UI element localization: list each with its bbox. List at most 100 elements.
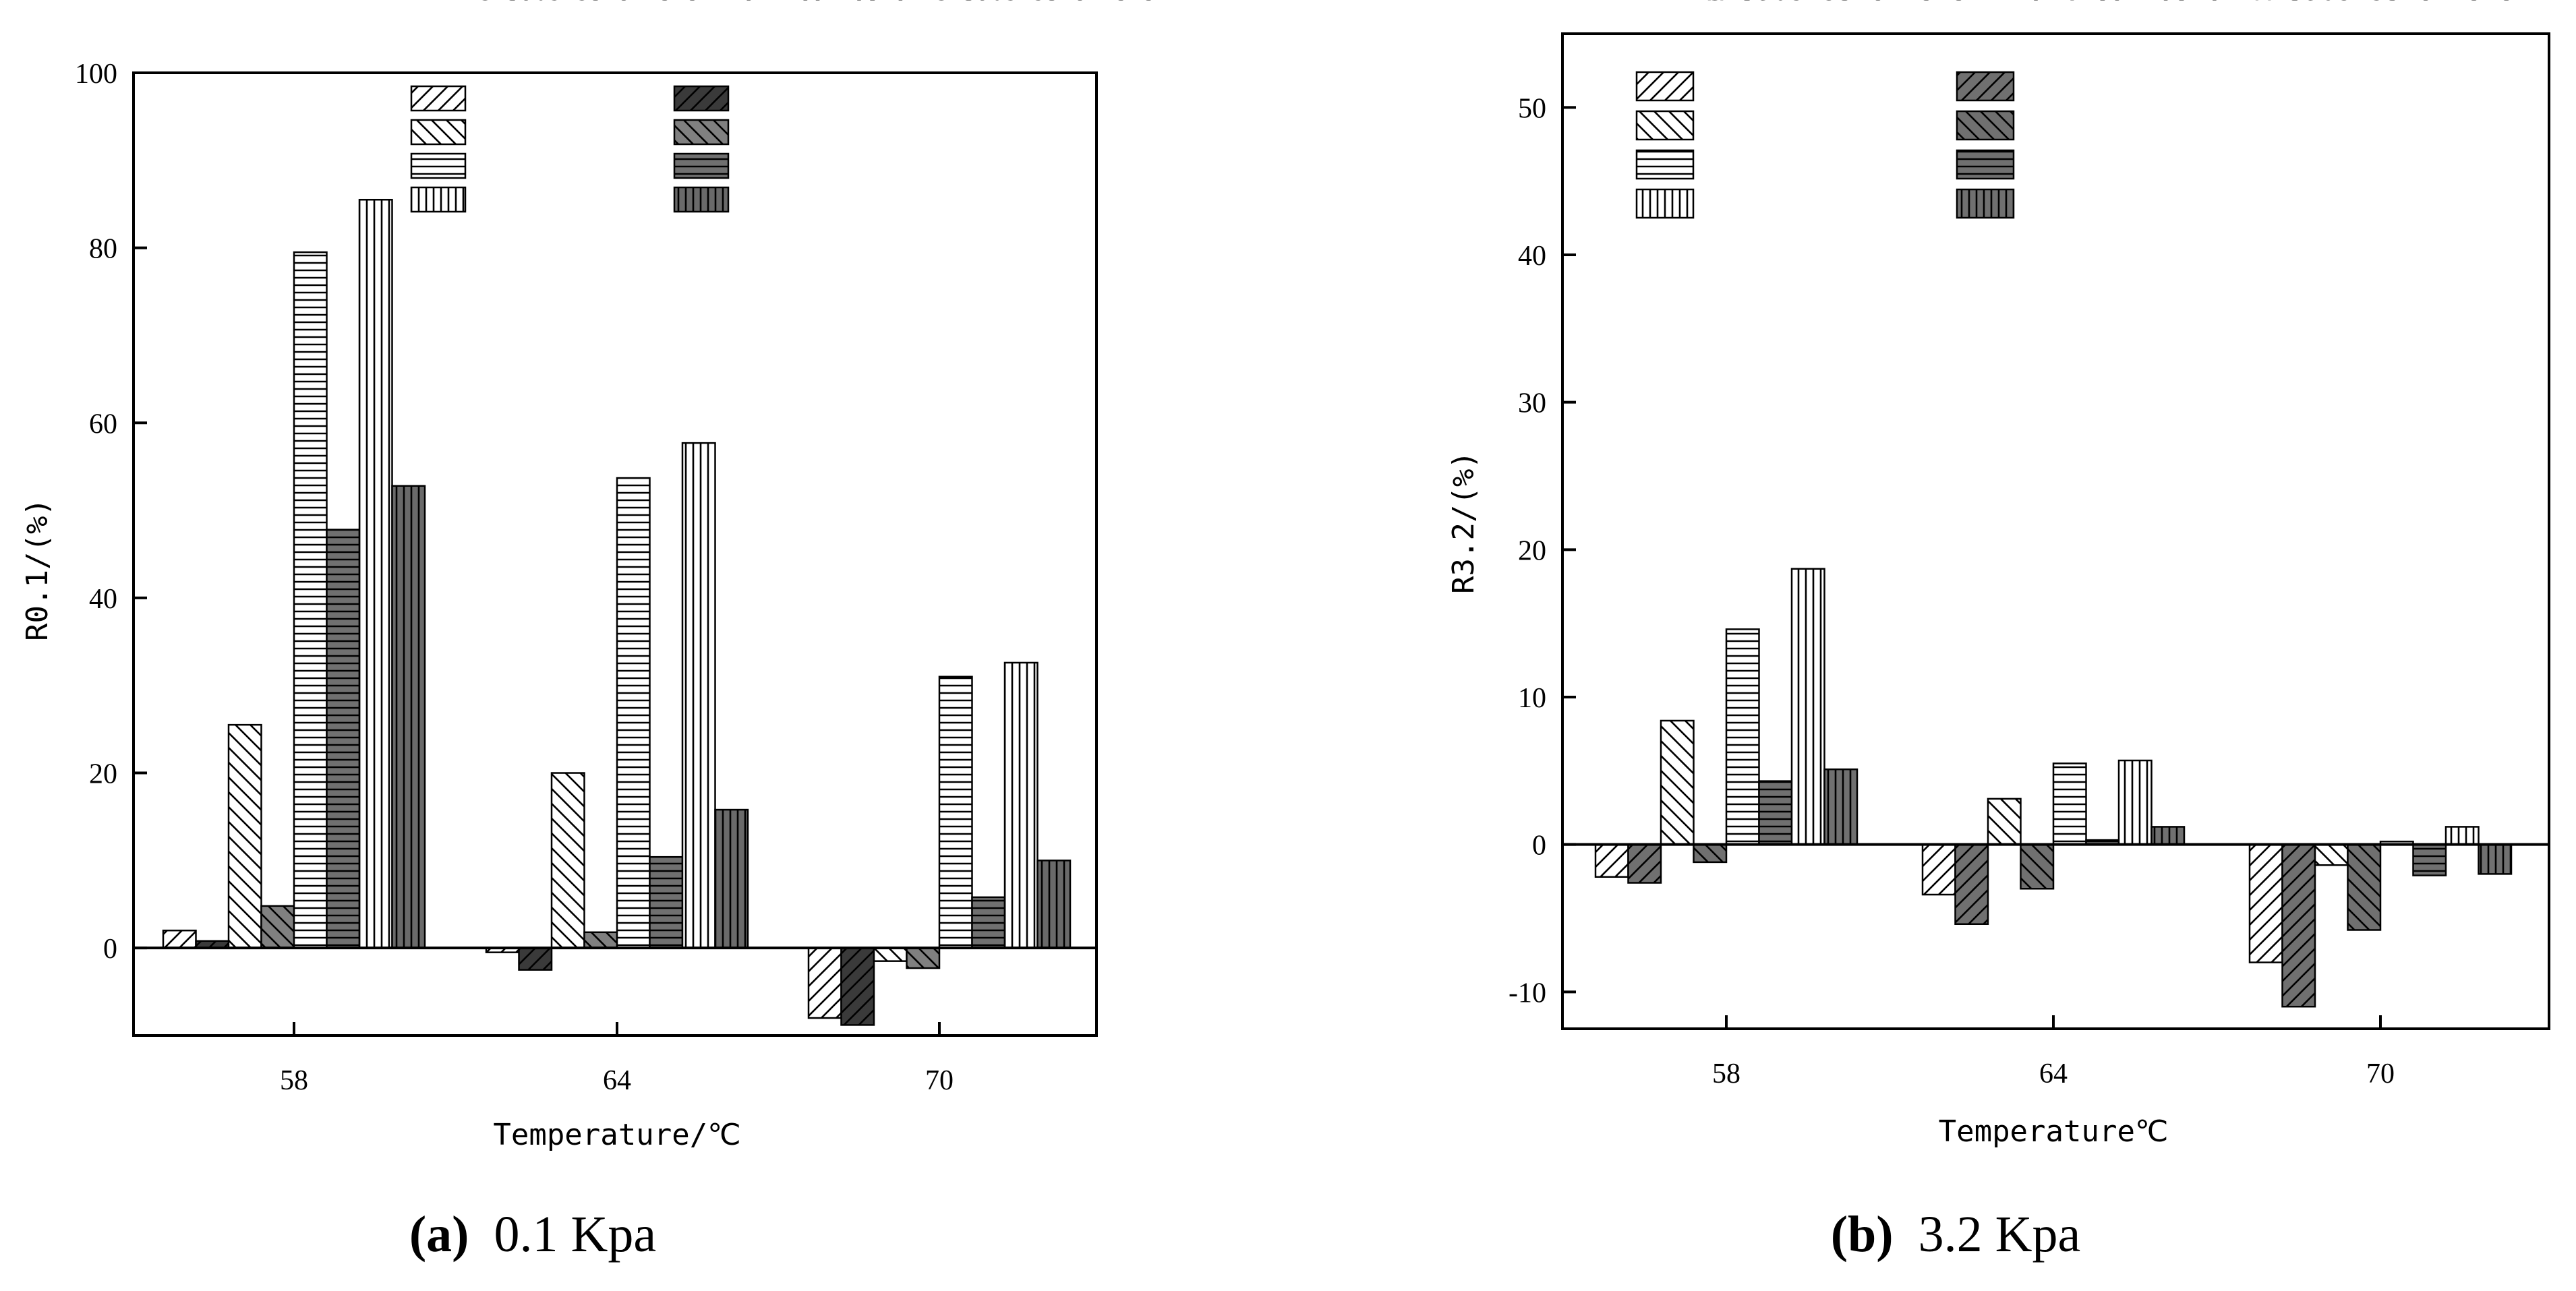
bar-oil-corrosion-3-3-er-3-8-sbs-58 [391, 485, 426, 949]
caption-a: (a) 0.1 Kpa [409, 1206, 656, 1263]
legend-swatch [1956, 71, 2015, 102]
legend-label: 3.3% ER+3.8% SBS [479, 0, 700, 6]
legend-label: oil corrosion 4.5% SBS [2028, 0, 2385, 7]
bar-1-3-er-3-8-sbs-64 [616, 477, 651, 949]
y-tick-label: 80 [89, 234, 117, 265]
legend-swatch [410, 152, 467, 179]
bar-4-5-sbs-58 [1660, 719, 1695, 845]
bar-4-5-sbs-70 [2314, 843, 2349, 866]
bar-oil-corrosion-ah-90-64 [518, 947, 553, 971]
y-axis-title: R3.2/(%) [1446, 451, 1481, 594]
legend-item-4-5-sbs: 4.5% SBS [1635, 0, 1838, 141]
legend-item-1-3-er-3-8-sbs: 1.3% ER+3.8% SBS [1635, 0, 1967, 180]
bar-oil-corrosion-ah-90-64 [1954, 843, 1989, 925]
bar-1-3-er-3-8-sbs-58 [1725, 628, 1760, 845]
bar-oil-corrosion-4-5-sbs-70 [2347, 843, 2382, 931]
legend-swatch [1956, 110, 2015, 141]
legend-label: 1.3% ER+3.8% SBS [479, 0, 700, 6]
legend-swatch [410, 119, 467, 146]
legend-item-3-3-er-3-8-sbs: 3.3% ER+3.8% SBS [1635, 0, 1967, 219]
legend-label: oil corrosion 1.3% ER+3.8% SBS [742, 0, 1156, 6]
bar-oil-corrosion-1-3-er-3-8-sbs-58 [326, 529, 361, 949]
legend-swatch [673, 186, 730, 213]
legend-label: oil corrosion 1.3% ER+3.8% SBS [2028, 0, 2515, 7]
legend-item-oil-corrosion-1-3-er-3-8-sbs: oil corrosion 1.3% ER+3.8% SBS [1956, 0, 2515, 180]
bar-ah-90-58 [162, 929, 197, 949]
legend-item-ah-90: AH-90 [410, 0, 548, 112]
caption-b: (b) 3.2 Kpa [1831, 1206, 2081, 1263]
chart-panel-a: 0 20 40 60 80 100 58 64 70 Temperature/℃ R0.1/(%) A… [20, 0, 1156, 1152]
bar-3-3-er-3-8-sbs-70 [2445, 826, 2480, 845]
y-tick-label: 40 [89, 584, 117, 615]
legend-label: oil corrosion 3.3% ER+3.8% SBS [742, 0, 1156, 6]
y-tick-label: 40 [1518, 241, 1546, 272]
bar-oil-corrosion-1-3-er-3-8-sbs-64 [2150, 826, 2186, 845]
legend-swatch [1956, 149, 2015, 180]
caption-b-text: 3.2 Kpa [1919, 1206, 2081, 1263]
x-tick-label: 64 [2039, 1058, 2068, 1089]
x-tick-label: 58 [1712, 1058, 1740, 1089]
bar-oil-corrosion-1-3-er-3-8-sbs-64 [649, 855, 684, 949]
bar-oil-corrosion-ah-90-58 [1627, 843, 1662, 884]
legend-swatch [1635, 149, 1695, 180]
caption-b-letter: (b) [1831, 1206, 1894, 1263]
bar-oil-corrosion-4-5-sbs-58 [1693, 843, 1728, 864]
y-tick-label: -10 [1509, 978, 1546, 1009]
legend-swatch [1635, 188, 1695, 219]
bar-oil-corrosion-1-3-er-3-8-sbs-70 [2478, 843, 2513, 875]
legend-item-oil-corrosion-4-5-sbs: oil corrosion 4.5% SBS [1956, 0, 2385, 141]
legend-swatch [673, 119, 730, 146]
y-tick-label: 100 [75, 59, 117, 90]
bar-3-3-er-3-8-sbs-58 [358, 198, 393, 949]
bar-oil-corrosion-4-5-sbs-70 [906, 947, 941, 969]
legend-swatch [673, 85, 730, 112]
bar-ah-90-70 [807, 947, 842, 1019]
legend-label: oil corrosion AH-90 [742, 0, 1004, 6]
bar-1-3-er-3-8-sbs-70 [938, 675, 973, 949]
legend-label: 1.3% ER+3.8% SBS [1707, 0, 1967, 7]
y-tick-label: 0 [1532, 831, 1546, 862]
x-tick-label: 70 [925, 1065, 954, 1096]
bar-oil-corrosion-4-5-sbs-64 [2020, 843, 2055, 890]
y-tick-label: 20 [89, 759, 117, 790]
bar-oil-corrosion-4-5-sbs-58 [260, 905, 295, 949]
y-tick-label: 50 [1518, 93, 1546, 124]
legend-item-1-3-er-3-8-sbs: 1.3% ER+3.8% SBS [410, 0, 700, 179]
legend-item-oil-corrosion-ah-90: oil corrosion AH-90 [673, 0, 1004, 112]
legend-label: 4.5% SBS [1707, 0, 1838, 7]
legend: AH-90 oil corrosion AH-90 4.5% SBS oil corr… [1635, 0, 2515, 219]
bar-3-3-er-3-8-sbs-70 [1003, 661, 1038, 949]
bar-ah-90-58 [1594, 843, 1629, 878]
bar-4-5-sbs-70 [873, 947, 908, 962]
caption-a-text: 0.1 Kpa [494, 1206, 657, 1263]
legend-label: oil corrosion 4.5% SBS [742, 0, 1045, 6]
legend-label: 4.5% SBS [479, 0, 589, 6]
x-axis-title: Temperature/℃ [493, 1118, 740, 1152]
bar-1-3-er-3-8-sbs-64 [2052, 762, 2087, 845]
bar-oil-corrosion-1-3-er-3-8-sbs-70 [2412, 843, 2447, 876]
legend-item-oil-corrosion-ah-90: oil corrosion AH-90 [1956, 0, 2337, 102]
legend-swatch [1635, 71, 1695, 102]
plot-frame [1561, 32, 2550, 1030]
bar-1-3-er-3-8-sbs-58 [293, 251, 328, 949]
legend-label: AH-90 [1707, 0, 1788, 7]
caption-a-letter: (a) [409, 1206, 469, 1263]
legend-item-oil-corrosion-4-5-sbs: oil corrosion 4.5% SBS [673, 0, 1045, 146]
bar-oil-corrosion-4-5-sbs-64 [583, 931, 618, 949]
y-tick-label: 30 [1518, 388, 1546, 419]
legend-item-ah-90: AH-90 [1635, 0, 1788, 102]
x-axis-title: Temperature℃ [1939, 1114, 2169, 1149]
legend-swatch [673, 152, 730, 179]
x-tick-label: 70 [2366, 1058, 2395, 1089]
bar-oil-corrosion-1-3-er-3-8-sbs-58 [1823, 768, 1858, 845]
legend-label: oil corrosion 1.3% ER+3.8% SBS [2028, 0, 2515, 7]
legend-swatch [410, 186, 467, 213]
bar-4-5-sbs-64 [550, 772, 585, 949]
legend-label: 3.3% ER+3.8% SBS [1707, 0, 1967, 7]
bar-oil-corrosion-1-3-er-3-8-sbs-58 [1758, 780, 1793, 845]
legend-swatch [1635, 110, 1695, 141]
bar-3-3-er-3-8-sbs-64 [2117, 759, 2153, 845]
legend-label: AH-90 [479, 0, 548, 6]
bar-4-5-sbs-64 [1987, 798, 2022, 845]
